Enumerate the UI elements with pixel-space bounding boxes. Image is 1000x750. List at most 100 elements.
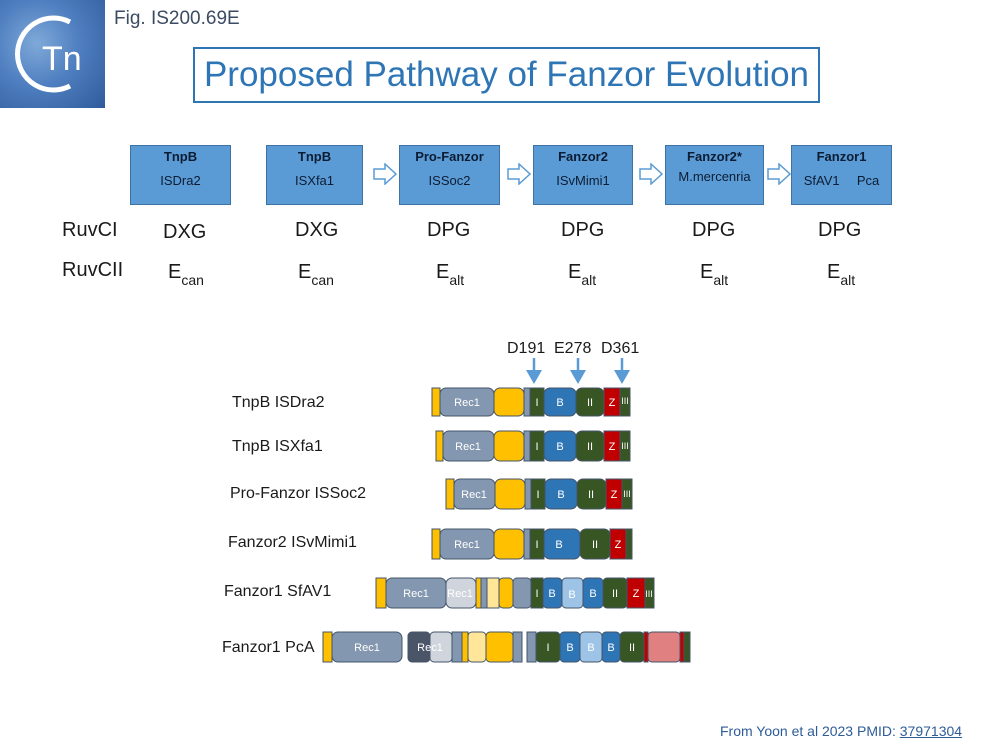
domain-linker — [523, 387, 531, 417]
stage-header: TnpB — [163, 149, 198, 164]
domain-label: B — [566, 642, 573, 654]
pmid-link[interactable]: 37971304 — [899, 723, 963, 739]
stage-box-5: Fanzor2* M.mercenria — [665, 145, 764, 205]
stage-header: Fanzor2* — [687, 149, 742, 164]
ruvc2-subscript: alt — [449, 272, 465, 288]
domain-label: B — [556, 397, 563, 409]
ruvc2-motif: Ecan — [298, 261, 334, 288]
domain-label: B — [557, 489, 564, 501]
right-arrow-icon — [639, 163, 663, 185]
stage-element: ISXfa1 — [294, 173, 335, 188]
domain-label: II — [612, 588, 618, 600]
ruvc2-motif: Ecan — [168, 261, 204, 288]
domain-label: III — [621, 396, 629, 406]
stage-box-2: TnpB ISXfa1 — [266, 145, 363, 205]
domain-label: B — [548, 588, 555, 600]
domain-label: B — [589, 588, 596, 600]
domain-linker — [480, 577, 488, 609]
stage-box-4: Fanzor2 ISvMimi1 — [533, 145, 633, 205]
ruvc2-base: E — [568, 261, 582, 283]
credit-prefix: From Yoon et al 2023 PMID: — [720, 723, 896, 739]
domain-label: III — [645, 589, 653, 599]
stage-box-6: Fanzor1 SfAV1 Pca — [791, 145, 892, 205]
domain-label: Rec1 — [447, 588, 473, 600]
domain-n-term — [445, 478, 455, 510]
protein-diagram-profanzor-issoc2: Rec1 I B II Z III — [445, 478, 633, 510]
stage-element-name: SfAV1 — [803, 173, 840, 188]
domain-ruvc-iii — [621, 478, 633, 510]
domain-label: I — [535, 397, 538, 409]
ruvc2-motif: Ealt — [568, 261, 596, 288]
stage-box-3: Pro-Fanzor ISSoc2 — [399, 145, 500, 205]
domain-gold — [498, 577, 514, 609]
domain-label: III — [621, 441, 629, 451]
ruvc2-motif: Ealt — [827, 261, 855, 288]
domain-n-term — [322, 631, 333, 663]
stage-element: ISDra2 — [160, 173, 201, 188]
domain-label: I — [535, 588, 538, 600]
protein-diagram-fanzor1-sfav1: Rec1 Rec1 I B B B II Z III — [375, 577, 655, 609]
right-arrow-icon — [767, 163, 791, 185]
domain-n-term — [435, 430, 444, 462]
domain-gold-thin — [475, 577, 482, 609]
ruvc1-motif: DXG — [163, 221, 207, 243]
domain-pale-gold — [467, 631, 487, 663]
domain-label: II — [629, 642, 635, 654]
domain-gold — [493, 387, 525, 417]
protein-label: Fanzor1 PcA — [222, 639, 315, 656]
domain-gold — [494, 478, 526, 510]
ruvc2-base: E — [298, 261, 312, 283]
domain-linker — [523, 528, 531, 560]
stage-element: ISvMimi1 — [556, 173, 610, 188]
domain-label: Z — [609, 441, 616, 453]
stage-header: Pro-Fanzor — [415, 149, 484, 164]
ruvc2-subscript: alt — [713, 272, 729, 288]
ruvc2-base: E — [168, 261, 182, 283]
domain-label: B — [607, 642, 614, 654]
domain-n-term — [431, 528, 441, 560]
ruvc1-motif: DPG — [427, 219, 471, 241]
down-arrow-icon — [614, 358, 630, 384]
domain-label: B — [568, 589, 575, 601]
right-arrow-icon — [373, 163, 397, 185]
domain-label: Z — [633, 588, 640, 600]
domain-ruvc-iii — [619, 430, 631, 462]
position-label-e278: E278 — [554, 340, 592, 357]
domain-label: Rec1 — [454, 539, 480, 551]
stage-header: TnpB — [297, 149, 332, 164]
domain-ruvc-iii — [625, 528, 633, 560]
stage-header: Fanzor1 — [816, 149, 867, 164]
ruvc2-subscript: alt — [840, 272, 856, 288]
ruvc2-motif: Ealt — [700, 261, 728, 288]
protein-diagram-tnpb-isdra2: Rec1 I B II Z III — [431, 387, 631, 417]
domain-label: Rec1 — [354, 642, 380, 654]
protein-diagram-tnpb-isxfa1: Rec1 I B II Z III — [435, 430, 631, 462]
domain-ruvc-iii — [619, 387, 631, 417]
ruvc1-motif: DXG — [295, 219, 339, 241]
domain-label: II — [587, 441, 593, 453]
domain-gold — [493, 528, 525, 560]
domain-label: II — [592, 539, 598, 551]
domain-label: Rec1 — [461, 489, 487, 501]
logo-graphic: Tn — [15, 15, 82, 93]
domain-label: Rec1 — [455, 441, 481, 453]
stage-header: Fanzor2 — [558, 149, 608, 164]
domain-n-term — [375, 577, 387, 609]
domain-label: Rec1 — [417, 642, 443, 654]
stage-element: SfAV1 Pca — [792, 173, 891, 188]
domain-zinc-edge — [679, 631, 685, 663]
protein-label: Pro-Fanzor ISSoc2 — [230, 485, 367, 502]
domain-label: Z — [609, 397, 616, 409]
domain-linker — [523, 430, 531, 462]
domain-linker — [512, 577, 532, 609]
domain-gold-thin — [461, 631, 469, 663]
domain-label: B — [587, 642, 594, 654]
domain-ruvc-iii — [644, 577, 655, 609]
down-arrow-icon — [570, 358, 586, 384]
ruvc1-motif: DPG — [561, 219, 605, 241]
ruvc1-motif: DPG — [818, 219, 862, 241]
ruvc1-motif: DPG — [692, 219, 736, 241]
domain-label: III — [623, 489, 631, 499]
ruvc2-base: E — [700, 261, 714, 283]
